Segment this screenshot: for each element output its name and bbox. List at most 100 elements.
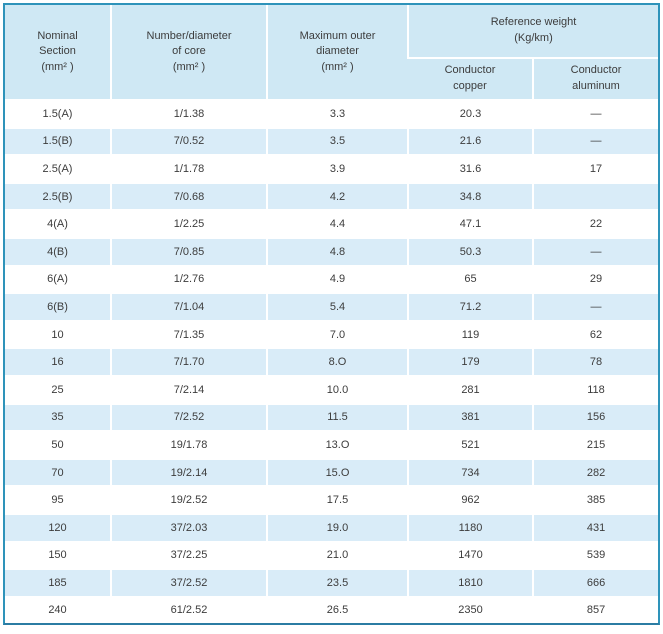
header-conductor-aluminum: Conductor aluminum	[531, 57, 659, 100]
header-group-row: Nominal Section (mm² ) Number/diameter o…	[5, 5, 659, 100]
cell-core: 19/1.78	[110, 430, 267, 459]
header-unit: (mm² )	[172, 60, 206, 73]
cell-nominal-section: 16	[5, 347, 111, 376]
cell-copper-weight: 281	[407, 374, 533, 404]
cell-copper-weight: 31.6	[407, 154, 533, 183]
header-line: Section	[39, 45, 76, 58]
table-body: 1.5(A) 1/1.38 3.3 20.3 — 1.5(B) 7/0.52 3…	[5, 99, 659, 624]
cell-nominal-section: 25	[5, 374, 111, 404]
cell-outer-diameter: 26.5	[266, 595, 408, 624]
cell-aluminum-weight: 857	[531, 595, 659, 624]
cell-aluminum-weight: —	[531, 126, 659, 156]
header-line: Nominal	[37, 29, 78, 42]
cell-aluminum-weight	[531, 181, 659, 211]
cell-copper-weight: 521	[407, 430, 533, 459]
cell-nominal-section: 1.5(B)	[5, 126, 111, 156]
cell-aluminum-weight: 22	[531, 209, 659, 238]
cell-outer-diameter: 7.0	[266, 319, 408, 349]
cell-core: 37/2.03	[110, 512, 267, 542]
cell-nominal-section: 4(B)	[5, 236, 111, 266]
cell-copper-weight: 2350	[407, 595, 533, 624]
header-line: Conductor	[570, 64, 622, 77]
cell-copper-weight: 47.1	[407, 209, 533, 238]
cell-nominal-section: 95	[5, 485, 111, 514]
table-row: 6(B) 7/1.04 5.4 71.2 —	[5, 292, 659, 321]
cell-copper-weight: 21.6	[407, 126, 533, 156]
cell-copper-weight: 65	[407, 264, 533, 294]
cell-outer-diameter: 3.3	[266, 99, 408, 128]
cell-outer-diameter: 4.4	[266, 209, 408, 238]
cell-aluminum-weight: —	[531, 292, 659, 321]
cell-outer-diameter: 17.5	[266, 485, 408, 514]
cell-core: 7/0.85	[110, 236, 267, 266]
cell-copper-weight: 1180	[407, 512, 533, 542]
table-header: Nominal Section (mm² ) Number/diameter o…	[5, 5, 659, 100]
cell-aluminum-weight: 282	[531, 457, 659, 487]
cell-nominal-section: 185	[5, 568, 111, 597]
cell-outer-diameter: 5.4	[266, 292, 408, 321]
table-row: 2.5(B) 7/0.68 4.2 34.8	[5, 181, 659, 211]
cell-outer-diameter: 8.O	[266, 347, 408, 376]
table-row: 240 61/2.52 26.5 2350 857	[5, 595, 659, 624]
cell-core: 37/2.52	[110, 568, 267, 597]
cell-core: 7/2.14	[110, 374, 267, 404]
cell-copper-weight: 34.8	[407, 181, 533, 211]
cell-copper-weight: 962	[407, 485, 533, 514]
header-unit: (mm² )	[321, 60, 354, 73]
cell-copper-weight: 50.3	[407, 236, 533, 266]
header-line: copper	[453, 80, 487, 92]
cell-core: 61/2.52	[110, 595, 267, 624]
cell-aluminum-weight: —	[531, 236, 659, 266]
header-line: of core	[172, 45, 206, 58]
cell-outer-diameter: 3.9	[266, 154, 408, 183]
table-row: 70 19/2.14 15.O 734 282	[5, 457, 659, 487]
cell-nominal-section: 35	[5, 402, 111, 432]
cell-nominal-section: 1.5(A)	[5, 99, 111, 128]
cable-spec-table: Nominal Section (mm² ) Number/diameter o…	[5, 5, 659, 624]
header-line: Number/diameter	[146, 29, 232, 42]
cell-core: 19/2.52	[110, 485, 267, 514]
header-line: Maximum outer	[299, 29, 376, 42]
cell-nominal-section: 10	[5, 319, 111, 349]
cell-copper-weight: 1810	[407, 568, 533, 597]
table-row: 1.5(B) 7/0.52 3.5 21.6 —	[5, 126, 659, 156]
table-row: 50 19/1.78 13.O 521 215	[5, 430, 659, 459]
cell-aluminum-weight: 118	[531, 374, 659, 404]
cell-nominal-section: 150	[5, 540, 111, 570]
header-unit: (mm² )	[41, 60, 74, 73]
cell-nominal-section: 4(A)	[5, 209, 111, 238]
cell-outer-diameter: 21.0	[266, 540, 408, 570]
cell-core: 7/0.52	[110, 126, 267, 156]
table-row: 4(A) 1/2.25 4.4 47.1 22	[5, 209, 659, 238]
header-line: Reference weight	[490, 16, 577, 29]
cell-aluminum-weight: —	[531, 99, 659, 128]
cell-outer-diameter: 23.5	[266, 568, 408, 597]
cell-outer-diameter: 10.0	[266, 374, 408, 404]
cell-outer-diameter: 4.9	[266, 264, 408, 294]
cell-nominal-section: 70	[5, 457, 111, 487]
cell-aluminum-weight: 62	[531, 319, 659, 349]
cell-core: 1/1.38	[110, 99, 267, 128]
cell-nominal-section: 50	[5, 430, 111, 459]
cell-core: 37/2.25	[110, 540, 267, 570]
header-line: aluminum	[572, 80, 620, 92]
cell-core: 1/1.78	[110, 154, 267, 183]
cell-copper-weight: 381	[407, 402, 533, 432]
table-row: 2.5(A) 1/1.78 3.9 31.6 17	[5, 154, 659, 183]
cell-nominal-section: 240	[5, 595, 111, 624]
cell-outer-diameter: 4.8	[266, 236, 408, 266]
cell-aluminum-weight: 431	[531, 512, 659, 542]
cell-aluminum-weight: 385	[531, 485, 659, 514]
cell-aluminum-weight: 215	[531, 430, 659, 459]
cell-nominal-section: 2.5(B)	[5, 181, 111, 211]
cell-aluminum-weight: 29	[531, 264, 659, 294]
cell-outer-diameter: 15.O	[266, 457, 408, 487]
table-row: 4(B) 7/0.85 4.8 50.3 —	[5, 236, 659, 266]
cell-core: 1/2.76	[110, 264, 267, 294]
cell-outer-diameter: 19.0	[266, 512, 408, 542]
cell-copper-weight: 119	[407, 319, 533, 349]
table-row: 25 7/2.14 10.0 281 118	[5, 374, 659, 404]
cell-nominal-section: 2.5(A)	[5, 154, 111, 183]
cell-copper-weight: 734	[407, 457, 533, 487]
cell-core: 7/1.04	[110, 292, 267, 321]
